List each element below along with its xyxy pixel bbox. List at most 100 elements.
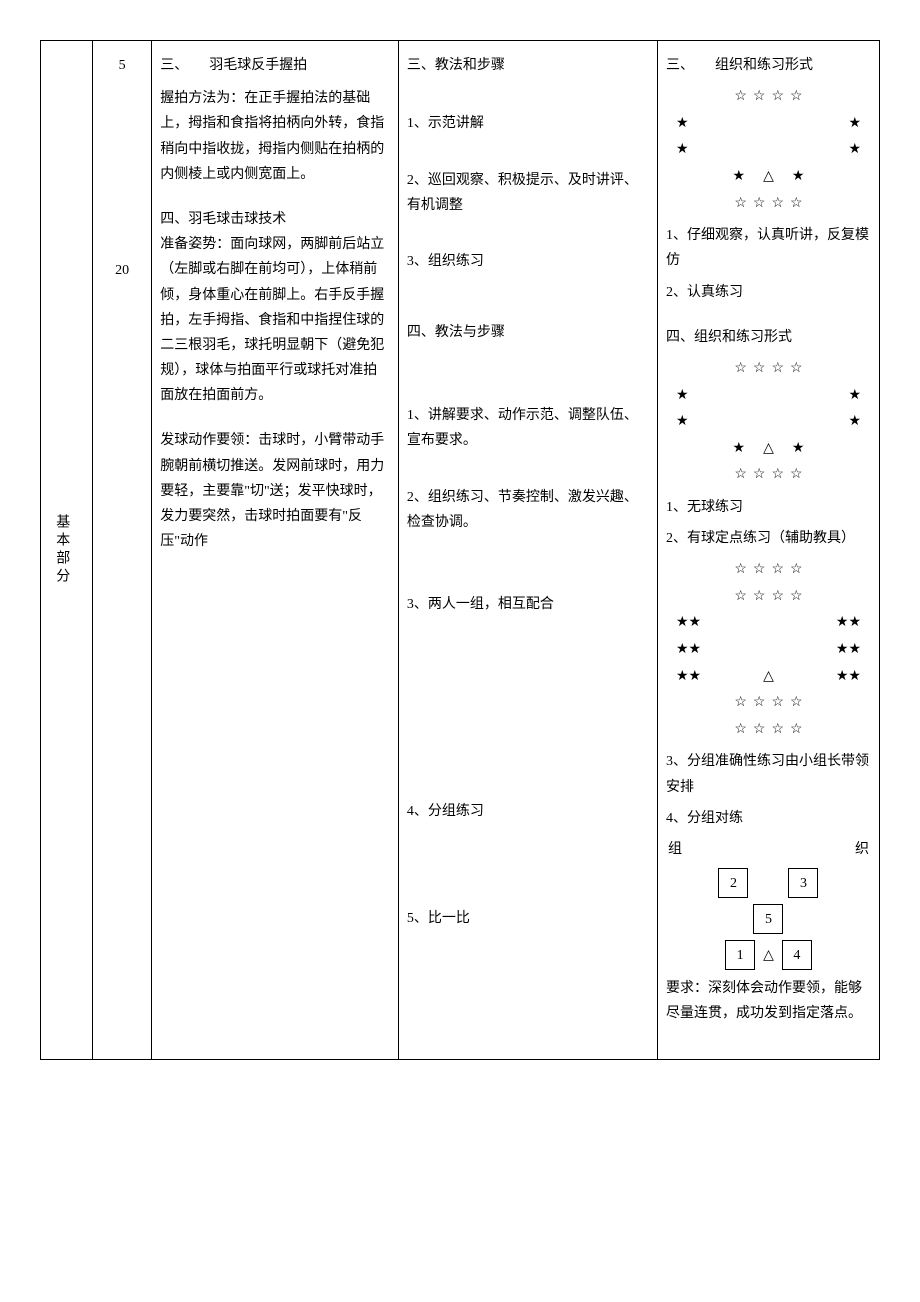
- hollow-star-icon: ☆: [771, 557, 784, 584]
- formation-item: 1、仔细观察，认真听讲，反复模仿: [666, 223, 871, 273]
- content-heading-4a: 四、羽毛球击球技术: [160, 207, 390, 232]
- num-box: 5: [753, 904, 783, 934]
- diagram-row: ☆ ☆ ☆ ☆: [666, 191, 871, 218]
- formation-item: 2、有球定点练习（辅助教具）: [666, 526, 871, 551]
- hollow-star-icon: ☆: [790, 462, 803, 489]
- method-heading-4: 四、教法与步骤: [407, 320, 649, 345]
- hollow-star-icon: ☆: [771, 690, 784, 717]
- method-item: 3、两人一组，相互配合: [407, 592, 649, 617]
- num-box: 3: [788, 868, 818, 898]
- content-cell: 三、 羽毛球反手握拍 握拍方法为：在正手握拍法的基础上，拇指和食指将拍柄向外转，…: [152, 41, 399, 1060]
- hollow-star-icon: ☆: [771, 84, 784, 111]
- formation-item: 1、无球练习: [666, 495, 871, 520]
- solid-star-icon: ★: [676, 610, 689, 637]
- methods-cell: 三、教法和步骤 1、示范讲解 2、巡回观察、积极提示、及时讲评、有机调整 3、组…: [398, 41, 657, 1060]
- hollow-star-icon: ☆: [790, 717, 803, 744]
- solid-star-icon: ★: [676, 409, 689, 436]
- formation-block-3: 三、 组织和练习形式 ☆ ☆ ☆ ☆ ★ ★ ★: [666, 53, 871, 305]
- solid-star-icon: ★: [676, 137, 689, 164]
- hollow-star-icon: ☆: [734, 191, 747, 218]
- solid-star-icon: ★: [792, 436, 805, 463]
- formation-heading-3: 三、 组织和练习形式: [666, 53, 871, 78]
- diagram-row: ☆ ☆ ☆ ☆: [666, 462, 871, 489]
- hollow-star-icon: ☆: [790, 356, 803, 383]
- diagram-row: ★ ★: [666, 137, 871, 164]
- content-block-3: 三、 羽毛球反手握拍 握拍方法为：在正手握拍法的基础上，拇指和食指将拍柄向外转，…: [160, 53, 390, 187]
- hollow-star-icon: ☆: [753, 717, 766, 744]
- num-box: 2: [718, 868, 748, 898]
- diagram-row: ★ △ ★: [666, 436, 871, 463]
- org-label: 组 织: [666, 837, 871, 862]
- content-body-3: 握拍方法为：在正手握拍法的基础上，拇指和食指将拍柄向外转，食指稍向中指收拢，拇指…: [160, 86, 390, 187]
- hollow-star-icon: ☆: [771, 356, 784, 383]
- solid-star-pair: ★★: [836, 664, 861, 691]
- box-group-top: 2 3: [666, 868, 871, 898]
- diagram-row: ☆ ☆ ☆ ☆: [666, 584, 871, 611]
- solid-star-icon: ★: [733, 164, 746, 191]
- triangle-icon: △: [763, 436, 774, 463]
- diagram-row: ★ ★: [666, 409, 871, 436]
- page-wrapper: 基本部分 5 20 三、 羽毛球反手握拍 握拍方法为：在正手握拍法的基础上，拇指…: [40, 40, 880, 1060]
- time-value-1: 5: [101, 53, 143, 78]
- content-body-4a: 准备姿势：面向球网，两脚前后站立（左脚或右脚在前均可），上体稍前倾，身体重心在前…: [160, 232, 390, 408]
- formation-diagram: ☆ ☆ ☆ ☆ ★ ★ ★ ★: [666, 84, 871, 217]
- section-label: 基本部分: [49, 53, 74, 1047]
- content-body-4b: 发球动作要领：击球时，小臂带动手腕朝前横切推送。发网前球时，用力要轻，主要靠"切…: [160, 428, 390, 554]
- method-item: 3、组织练习: [407, 249, 649, 274]
- diagram-row: ☆ ☆ ☆ ☆: [666, 356, 871, 383]
- hollow-star-icon: ☆: [734, 584, 747, 611]
- hollow-star-icon: ☆: [753, 557, 766, 584]
- solid-star-icon: ★: [689, 637, 702, 664]
- triangle-icon: △: [763, 943, 774, 968]
- formation-item: 3、分组准确性练习由小组长带领安排: [666, 749, 871, 799]
- org-right: 织: [855, 837, 869, 862]
- solid-star-icon: ★: [676, 111, 689, 138]
- requirement-text: 要求：深刻体会动作要领，能够尽量连贯，成功发到指定落点。: [666, 976, 871, 1026]
- hollow-star-icon: ☆: [771, 584, 784, 611]
- solid-star-pair: ★★: [836, 610, 861, 637]
- diagram-row: ☆ ☆ ☆ ☆: [666, 717, 871, 744]
- hollow-star-icon: ☆: [771, 191, 784, 218]
- time-value-2: 20: [101, 258, 143, 283]
- solid-star-icon: ★: [689, 610, 702, 637]
- triangle-icon: △: [763, 164, 774, 191]
- hollow-star-icon: ☆: [753, 462, 766, 489]
- solid-star-icon: ★: [676, 664, 689, 691]
- solid-star-icon: ★: [836, 637, 849, 664]
- diagram-row: ☆ ☆ ☆ ☆: [666, 557, 871, 584]
- solid-star-icon: ★: [848, 383, 861, 410]
- solid-star-icon: ★: [848, 409, 861, 436]
- solid-star-icon: ★: [848, 137, 861, 164]
- hollow-star-icon: ☆: [790, 557, 803, 584]
- method-block-4: 四、教法与步骤 1、讲解要求、动作示范、调整队伍、宣布要求。 2、组织练习、节奏…: [407, 320, 649, 931]
- method-item: 4、分组练习: [407, 799, 649, 824]
- diagram-row: ★★ ★★: [666, 637, 871, 664]
- solid-star-pair: ★★: [676, 637, 701, 664]
- num-box: 4: [782, 940, 812, 970]
- method-block-3: 三、教法和步骤 1、示范讲解 2、巡回观察、积极提示、及时讲评、有机调整 3、组…: [407, 53, 649, 275]
- solid-star-icon: ★: [792, 164, 805, 191]
- diagram-row: ☆ ☆ ☆ ☆: [666, 690, 871, 717]
- diagram-row: ★ ★: [666, 383, 871, 410]
- hollow-star-icon: ☆: [790, 690, 803, 717]
- solid-star-icon: ★: [733, 436, 746, 463]
- solid-star-icon: ★: [836, 610, 849, 637]
- diagram-row: ★ ★: [666, 111, 871, 138]
- formation-item: 2、认真练习: [666, 280, 871, 305]
- table-row: 基本部分 5 20 三、 羽毛球反手握拍 握拍方法为：在正手握拍法的基础上，拇指…: [41, 41, 880, 1060]
- method-item: 5、比一比: [407, 906, 649, 931]
- hollow-star-icon: ☆: [734, 557, 747, 584]
- solid-star-pair: ★★: [676, 610, 701, 637]
- hollow-star-icon: ☆: [734, 84, 747, 111]
- diagram-row: ★★ ★★: [666, 610, 871, 637]
- hollow-star-icon: ☆: [753, 191, 766, 218]
- box-group-mid: 5: [666, 904, 871, 934]
- formation-item: 4、分组对练: [666, 806, 871, 831]
- formation-heading-4: 四、组织和练习形式: [666, 325, 871, 350]
- hollow-star-icon: ☆: [771, 462, 784, 489]
- content-block-4b: 发球动作要领：击球时，小臂带动手腕朝前横切推送。发网前球时，用力要轻，主要靠"切…: [160, 428, 390, 554]
- solid-star-pair: ★★: [676, 664, 701, 691]
- solid-star-icon: ★: [676, 637, 689, 664]
- method-item: 2、巡回观察、积极提示、及时讲评、有机调整: [407, 168, 649, 218]
- section-cell: 基本部分: [41, 41, 93, 1060]
